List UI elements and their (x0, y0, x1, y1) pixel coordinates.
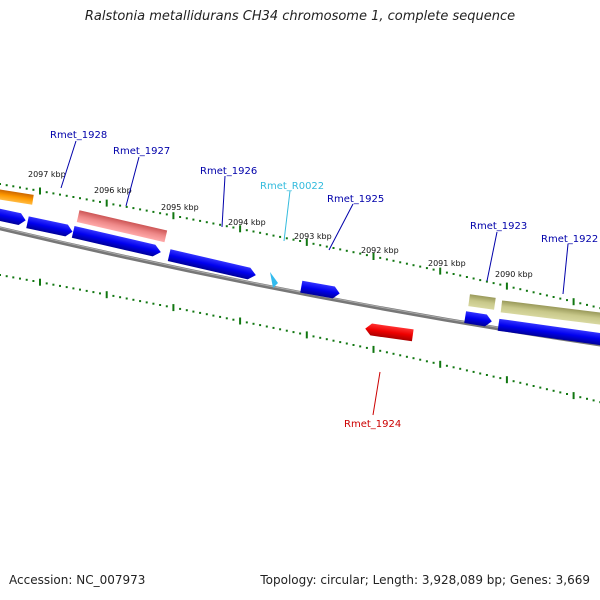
gene-feature-blue-right[interactable] (497, 318, 600, 347)
kbp-label-2095: 2095 kbp (161, 203, 199, 212)
gene-label-connectors (60, 140, 569, 416)
gene-feature-rmet-1926-left[interactable] (71, 226, 162, 258)
accession-text: Accession: NC_007973 (9, 573, 146, 587)
gene-label-rmet-1926[interactable]: Rmet_1926 (200, 166, 257, 177)
gene-feature-blue-2[interactable] (26, 216, 73, 237)
gene-feature-olive-1[interactable] (468, 294, 496, 310)
gene-feature-rmet-1927[interactable] (76, 210, 168, 243)
gene-feature-rmet-1922[interactable] (500, 300, 600, 326)
gene-label-rmet-1923[interactable]: Rmet_1923 (470, 221, 527, 232)
kbp-label-2094: 2094 kbp (228, 218, 266, 227)
gene-feature-blue-1[interactable] (0, 206, 27, 226)
kbp-label-2093: 2093 kbp (294, 232, 332, 241)
upper-kbp-tick-track (0, 183, 600, 310)
gene-labels: Rmet_1928 Rmet_1927 Rmet_1926 Rmet_R0022… (50, 130, 598, 430)
rna-feature-rmet-r0022[interactable] (270, 272, 278, 288)
gene-label-rmet-r0022[interactable]: Rmet_R0022 (260, 181, 324, 192)
gene-label-rmet-1924[interactable]: Rmet_1924 (344, 419, 401, 430)
map-title: Ralstonia metallidurans CH34 chromosome … (84, 9, 516, 24)
gene-label-rmet-1927[interactable]: Rmet_1927 (113, 146, 170, 157)
gene-label-rmet-1922[interactable]: Rmet_1922 (541, 234, 598, 245)
gene-label-rmet-1925[interactable]: Rmet_1925 (327, 194, 384, 205)
gene-feature-rmet-1923[interactable] (464, 311, 493, 327)
kbp-label-2092: 2092 kbp (361, 246, 399, 255)
gene-feature-rmet-1925[interactable] (300, 280, 340, 300)
kbp-labels: 2097 kbp 2096 kbp 2095 kbp 2094 kbp 2093… (28, 170, 533, 279)
lower-kbp-tick-track (0, 274, 600, 404)
kbp-label-2090: 2090 kbp (495, 270, 533, 279)
gene-feature-orange[interactable] (0, 188, 34, 205)
kbp-label-2096: 2096 kbp (94, 186, 132, 195)
gene-label-rmet-1928[interactable]: Rmet_1928 (50, 130, 107, 141)
genome-summary-text: Topology: circular; Length: 3,928,089 bp… (260, 573, 590, 587)
kbp-label-2097: 2097 kbp (28, 170, 66, 179)
kbp-label-2091: 2091 kbp (428, 259, 466, 268)
gene-feature-rmet-1926[interactable] (167, 249, 257, 281)
gene-feature-rmet-1924[interactable] (364, 323, 414, 342)
